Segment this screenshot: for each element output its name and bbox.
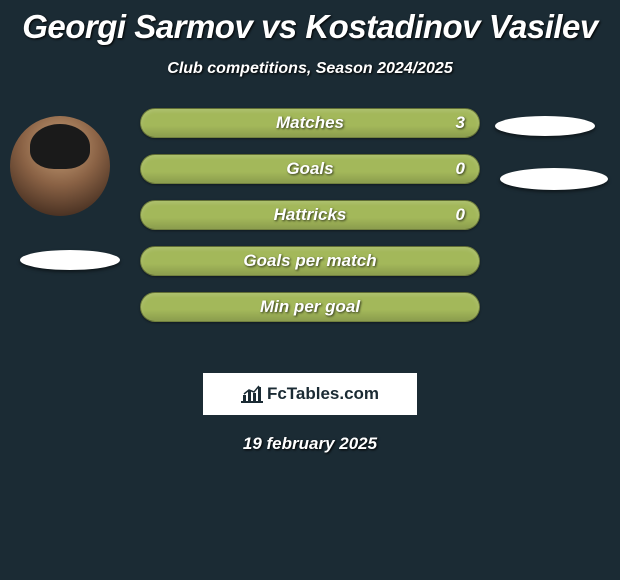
stat-bar-matches: Matches 3 <box>140 108 480 138</box>
stat-bar-hattricks: Hattricks 0 <box>140 200 480 230</box>
brand-text: FcTables.com <box>267 384 379 404</box>
player-left-avatar <box>10 116 110 216</box>
page-subtitle: Club competitions, Season 2024/2025 <box>0 60 620 78</box>
stat-label: Goals <box>141 159 479 179</box>
stat-value-left-player: 3 <box>456 113 465 133</box>
player-right-ellipse-2 <box>500 168 608 190</box>
date-text: 19 february 2025 <box>0 434 620 454</box>
player-right-ellipse-1 <box>495 116 595 136</box>
stat-bar-goals: Goals 0 <box>140 154 480 184</box>
stat-label: Hattricks <box>141 205 479 225</box>
stat-bars: Matches 3 Goals 0 Hattricks 0 Goals per … <box>140 108 480 338</box>
comparison-area: Matches 3 Goals 0 Hattricks 0 Goals per … <box>0 108 620 358</box>
stat-label: Min per goal <box>141 297 479 317</box>
stat-bar-min-per-goal: Min per goal <box>140 292 480 322</box>
stat-value-left-player: 0 <box>456 159 465 179</box>
page-title: Georgi Sarmov vs Kostadinov Vasilev <box>0 0 620 46</box>
player-left-base-ellipse <box>20 250 120 270</box>
stat-value-left-player: 0 <box>456 205 465 225</box>
bar-chart-icon <box>241 385 263 403</box>
stat-label: Matches <box>141 113 479 133</box>
brand-box: FcTables.com <box>202 372 418 416</box>
stat-bar-goals-per-match: Goals per match <box>140 246 480 276</box>
stat-label: Goals per match <box>141 251 479 271</box>
